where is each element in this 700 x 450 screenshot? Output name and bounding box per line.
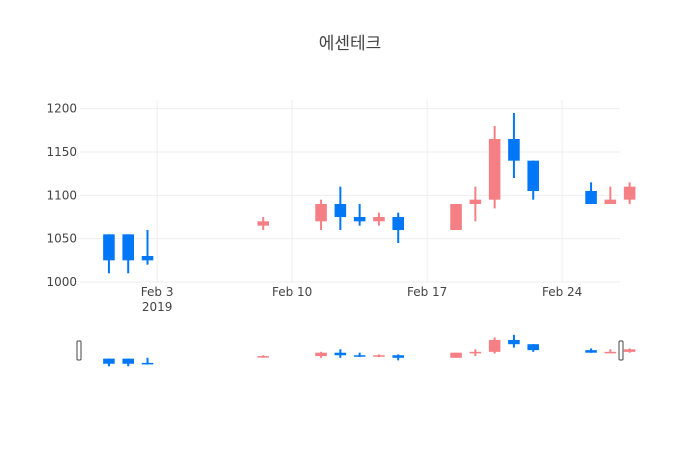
candle-body xyxy=(103,234,115,261)
candle xyxy=(141,230,154,265)
candle-body xyxy=(141,256,154,261)
chart-title: 에센테크 xyxy=(319,34,382,54)
candle xyxy=(585,182,597,204)
slider-candle xyxy=(353,352,366,357)
slider-candle xyxy=(103,358,115,367)
candle xyxy=(450,204,462,230)
candle xyxy=(315,199,327,230)
slider-candle-body xyxy=(488,339,501,352)
candle xyxy=(527,160,539,200)
candle-body xyxy=(334,204,347,217)
y-tick-label: 1150 xyxy=(46,145,77,159)
slider-candle-body xyxy=(334,352,347,356)
candle xyxy=(334,186,347,230)
slider-candle-body xyxy=(315,352,327,357)
slider-candle xyxy=(392,354,404,361)
slider-candle-body xyxy=(469,351,482,354)
slider-candle-body xyxy=(122,358,134,364)
x-tick-label: Feb 10 xyxy=(272,285,312,299)
candle-body xyxy=(488,139,501,200)
candle-body xyxy=(373,217,385,222)
candle xyxy=(469,186,482,222)
range-slider-candles xyxy=(103,334,636,367)
candle-body xyxy=(257,221,269,226)
candle xyxy=(604,186,617,204)
slider-candle-body xyxy=(392,355,404,358)
slider-candle xyxy=(623,348,636,353)
candle-body xyxy=(450,204,462,230)
slider-candle xyxy=(450,352,462,358)
candle-body xyxy=(527,160,539,191)
candle xyxy=(392,212,404,243)
x-tick-label: Feb 17 xyxy=(407,285,447,299)
slider-candle-body xyxy=(604,351,617,354)
slider-candle-body xyxy=(103,358,115,364)
candle-body xyxy=(353,217,366,222)
candle xyxy=(353,204,366,226)
slider-candle xyxy=(469,349,482,357)
slider-candle xyxy=(373,354,385,357)
slider-candle xyxy=(585,348,597,353)
candle xyxy=(103,234,115,274)
y-tick-label: 1050 xyxy=(46,232,77,246)
x-tick-year-label: 2019 xyxy=(142,300,173,314)
candle xyxy=(257,217,269,230)
y-tick-label: 1000 xyxy=(46,275,77,289)
slider-candle-body xyxy=(257,356,269,358)
slider-candle-body xyxy=(508,339,520,345)
x-tick-label: Feb 24 xyxy=(542,285,582,299)
y-axis-ticks: 1000 1050 1100 1150 1200 xyxy=(46,102,77,289)
x-tick-label: Feb 3 xyxy=(141,285,174,299)
range-slider-background[interactable] xyxy=(80,330,620,372)
grid xyxy=(80,100,620,283)
candle-body xyxy=(604,199,617,204)
slider-candle xyxy=(527,344,539,352)
y-tick-label: 1100 xyxy=(46,188,77,202)
candle-body xyxy=(585,191,597,204)
slider-candle-body xyxy=(450,352,462,358)
candle xyxy=(373,212,385,226)
candle-body xyxy=(122,234,134,261)
range-slider-right-handle[interactable] xyxy=(618,340,624,361)
slider-candle xyxy=(604,349,617,354)
candle xyxy=(488,126,501,209)
candle xyxy=(122,234,134,274)
candle xyxy=(508,113,520,178)
candle-body xyxy=(315,204,327,222)
slider-candle xyxy=(257,355,269,358)
candle-body xyxy=(508,139,520,161)
slider-candle xyxy=(122,358,134,367)
slider-candle-body xyxy=(585,350,597,353)
y-tick-label: 1200 xyxy=(46,102,77,116)
range-slider-left-handle[interactable] xyxy=(76,340,82,361)
candle-body xyxy=(469,199,482,204)
slider-candle-body xyxy=(353,355,366,357)
range-slider[interactable] xyxy=(76,330,636,372)
slider-candle-body xyxy=(527,344,539,351)
slider-candle xyxy=(334,349,347,358)
slider-candle xyxy=(315,351,327,358)
slider-candle xyxy=(141,357,154,365)
slider-candle xyxy=(488,337,501,354)
candle xyxy=(623,182,636,204)
slider-candle-body xyxy=(141,362,154,365)
slider-candle-body xyxy=(373,355,385,357)
slider-candle xyxy=(508,334,520,348)
candle-body xyxy=(392,217,404,230)
candles xyxy=(103,113,636,274)
candle-body xyxy=(623,186,636,200)
slider-candle-body xyxy=(623,349,636,352)
